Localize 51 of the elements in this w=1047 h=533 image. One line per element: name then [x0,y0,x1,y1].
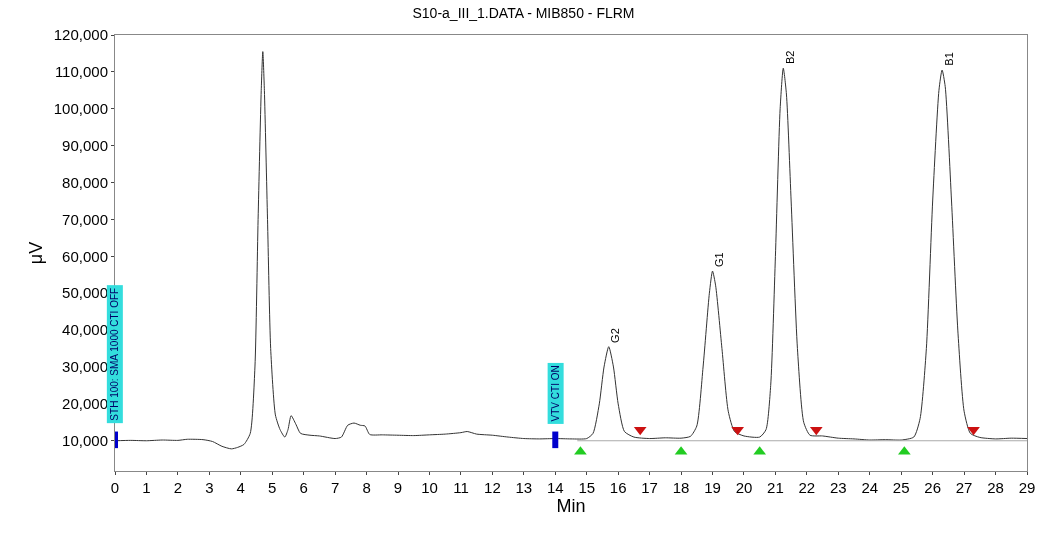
y-tick-label: 60,000 [62,247,108,265]
y-tick-label: 50,000 [62,284,108,302]
x-tick-label: 25 [892,479,910,496]
x-tick-label: 2 [173,479,183,496]
x-tick-label: 29 [1018,479,1036,496]
x-tick-label: 3 [205,479,214,496]
y-tick-label: 90,000 [62,136,108,154]
x-tick-label: 1 [142,479,151,496]
x-tick-label: 22 [798,479,816,496]
x-tick-label: 14 [546,479,564,496]
x-tick-label: 0 [110,479,120,496]
x-tick-label: 17 [641,479,658,496]
x-tick-label: 13 [515,479,533,496]
y-tick-label: 20,000 [62,395,108,413]
ref-line-label: VTV CTI ON [550,365,562,422]
x-tick-label: 27 [955,479,973,496]
x-tick-label: 7 [330,479,340,496]
x-tick-label: 5 [268,479,277,496]
x-axis-title: Min [556,496,586,516]
x-tick-label: 15 [578,479,596,496]
x-tick-label: 8 [362,479,371,496]
x-tick-label: 23 [829,479,847,496]
y-tick-label: 120,000 [53,26,108,44]
y-tick-label: 10,000 [62,432,108,449]
x-tick-label: 9 [393,479,403,496]
ref-line-label: STH 100: SMA 1000 CTI OFF [109,287,121,421]
x-tick-label: 12 [484,479,501,496]
x-tick-label: 26 [924,479,941,496]
annotation: G2 [608,328,621,343]
y-tick-label: 40,000 [62,321,108,339]
x-tick-label: 24 [861,479,879,496]
annotation: G1 [712,252,725,268]
x-tick-label: 11 [453,479,469,496]
x-tick-label: 20 [735,479,753,496]
chart-title: S10-a_III_1.DATA - MIB850 - FLRM [412,4,635,21]
y-axis-title: μV [25,241,46,265]
x-tick-label: 28 [987,479,1004,496]
y-tick-label: 30,000 [62,358,108,376]
annotation: B1 [942,52,955,66]
x-tick-label: 6 [299,479,308,496]
y-tick-label: 80,000 [62,173,108,191]
x-tick-label: 16 [609,479,627,496]
x-tick-label: 18 [672,479,690,496]
x-tick-label: 10 [421,479,438,496]
x-tick-label: 4 [236,479,245,496]
x-tick-label: 21 [767,479,784,496]
y-tick-label: 70,000 [62,210,108,228]
y-tick-label: 100,000 [53,100,108,118]
annotation: B2 [783,50,796,64]
y-tick-label: 110,000 [54,63,108,81]
x-tick-label: 19 [704,479,721,496]
